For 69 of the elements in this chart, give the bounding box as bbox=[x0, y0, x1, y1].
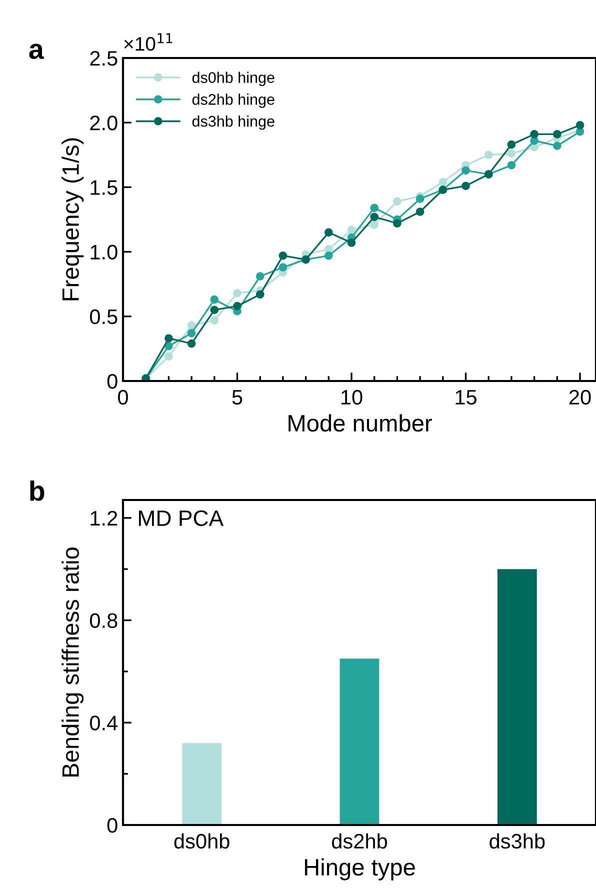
point bbox=[347, 226, 356, 234]
point bbox=[552, 130, 562, 138]
point bbox=[233, 302, 242, 310]
point bbox=[393, 219, 402, 228]
point bbox=[233, 288, 242, 298]
annotation: MD PCA bbox=[139, 510, 224, 526]
y-tick-label: 0 bbox=[107, 374, 118, 389]
point bbox=[507, 161, 516, 170]
y-tick-label: 0.5 bbox=[90, 309, 118, 324]
x-axis-title: Hinge type bbox=[305, 858, 415, 880]
y-tick-label: 2.0 bbox=[90, 116, 118, 130]
y-tick-label: 0.4 bbox=[90, 716, 118, 730]
y-tick-label: 1.0 bbox=[90, 244, 118, 260]
legend-label: ds0hb hinge bbox=[192, 72, 274, 86]
point bbox=[416, 208, 424, 216]
bar bbox=[340, 658, 380, 825]
y-axis-title: Bending stiffness ratio bbox=[62, 548, 84, 777]
x-axis-title: Mode number bbox=[288, 414, 432, 432]
point bbox=[552, 142, 562, 150]
y-tick-label: 1.5 bbox=[90, 180, 118, 195]
point bbox=[347, 238, 356, 247]
point bbox=[164, 352, 173, 361]
point bbox=[530, 130, 538, 138]
point bbox=[210, 306, 219, 314]
point bbox=[507, 149, 516, 158]
point bbox=[370, 220, 379, 229]
chart-title: a bbox=[29, 44, 44, 60]
point bbox=[187, 339, 196, 348]
bar bbox=[497, 569, 537, 825]
point bbox=[256, 290, 264, 299]
x-tick-label: 0 bbox=[118, 390, 128, 405]
point bbox=[576, 121, 584, 130]
y-tick-label: 1.2 bbox=[90, 510, 118, 526]
y-axis-title: Frequency (1/s) bbox=[62, 138, 84, 300]
legend-label: ds3hb hinge bbox=[192, 116, 274, 130]
point bbox=[370, 212, 379, 222]
point bbox=[164, 342, 173, 350]
point bbox=[462, 182, 470, 190]
point bbox=[416, 194, 424, 203]
point bbox=[370, 204, 379, 212]
x-tick-label: 10 bbox=[342, 390, 362, 405]
chart-title: b bbox=[30, 480, 44, 501]
point bbox=[278, 252, 288, 260]
point bbox=[462, 166, 470, 175]
point bbox=[164, 334, 173, 343]
legend-label: ds2hb hinge bbox=[192, 94, 274, 108]
y-tick-label: 2.5 bbox=[90, 51, 118, 66]
y-tick-label: 0 bbox=[107, 818, 118, 833]
x-tick-label: 15 bbox=[456, 390, 476, 405]
x-tick-label: ds3hb bbox=[490, 833, 545, 849]
point bbox=[187, 321, 196, 330]
text: ×10$^{11}$ bbox=[124, 33, 172, 51]
point bbox=[438, 178, 448, 186]
point bbox=[393, 197, 402, 206]
x-tick-label: ds2hb bbox=[332, 833, 388, 849]
point bbox=[278, 263, 288, 272]
x-tick-label: 5 bbox=[232, 390, 242, 405]
bar bbox=[182, 743, 222, 825]
point bbox=[324, 228, 333, 237]
x-tick-label: 20 bbox=[569, 390, 591, 405]
x-tick-label: ds0hb bbox=[174, 833, 230, 849]
y-tick-label: 0.8 bbox=[90, 613, 118, 628]
point bbox=[324, 252, 333, 260]
point bbox=[256, 272, 264, 281]
point bbox=[507, 140, 516, 149]
point bbox=[484, 150, 493, 160]
point bbox=[187, 329, 196, 338]
point bbox=[210, 316, 219, 324]
point bbox=[210, 295, 219, 304]
